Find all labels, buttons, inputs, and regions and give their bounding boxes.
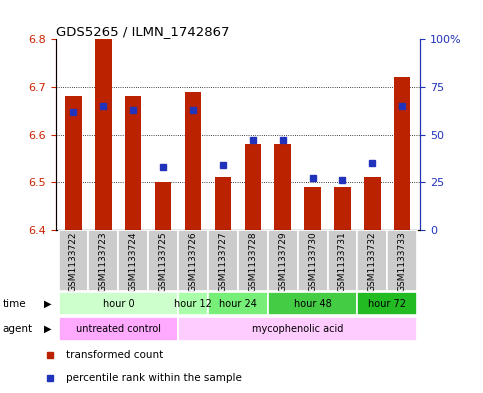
Bar <box>268 292 357 315</box>
Bar <box>88 230 118 291</box>
Bar <box>215 178 231 230</box>
Bar <box>118 230 148 291</box>
Bar <box>58 292 178 315</box>
Bar <box>58 230 88 291</box>
Text: GSM1133730: GSM1133730 <box>308 232 317 292</box>
Text: ▶: ▶ <box>43 324 51 334</box>
Text: hour 24: hour 24 <box>219 299 257 309</box>
Bar <box>58 318 178 341</box>
Text: GSM1133722: GSM1133722 <box>69 232 78 292</box>
Text: GSM1133733: GSM1133733 <box>398 232 407 292</box>
Text: untreated control: untreated control <box>76 324 161 334</box>
Text: GSM1133732: GSM1133732 <box>368 232 377 292</box>
Text: percentile rank within the sample: percentile rank within the sample <box>66 373 242 383</box>
Text: GDS5265 / ILMN_1742867: GDS5265 / ILMN_1742867 <box>56 25 229 38</box>
Bar <box>65 96 82 230</box>
Text: transformed count: transformed count <box>66 350 163 360</box>
Text: GSM1133726: GSM1133726 <box>188 232 198 292</box>
Bar <box>357 292 417 315</box>
Text: hour 72: hour 72 <box>369 299 406 309</box>
Text: hour 12: hour 12 <box>174 299 212 309</box>
Bar <box>298 230 327 291</box>
Text: GSM1133731: GSM1133731 <box>338 232 347 292</box>
Bar <box>185 92 201 230</box>
Bar <box>95 39 112 230</box>
Bar <box>334 187 351 230</box>
Bar <box>208 230 238 291</box>
Text: GSM1133728: GSM1133728 <box>248 232 257 292</box>
Bar <box>364 178 381 230</box>
Bar <box>394 77 411 230</box>
Text: hour 0: hour 0 <box>102 299 134 309</box>
Text: mycophenolic acid: mycophenolic acid <box>252 324 343 334</box>
Text: agent: agent <box>2 324 32 334</box>
Bar <box>178 318 417 341</box>
Text: hour 48: hour 48 <box>294 299 331 309</box>
Text: GSM1133723: GSM1133723 <box>99 232 108 292</box>
Bar <box>327 230 357 291</box>
Text: time: time <box>2 299 26 309</box>
Bar <box>387 230 417 291</box>
Text: GSM1133727: GSM1133727 <box>218 232 227 292</box>
Bar <box>155 182 171 230</box>
Bar <box>178 292 208 315</box>
Bar <box>125 96 142 230</box>
Bar <box>268 230 298 291</box>
Bar <box>244 144 261 230</box>
Text: GSM1133729: GSM1133729 <box>278 232 287 292</box>
Text: GSM1133725: GSM1133725 <box>158 232 168 292</box>
Bar <box>238 230 268 291</box>
Text: ▶: ▶ <box>43 299 51 309</box>
Bar <box>148 230 178 291</box>
Bar <box>178 230 208 291</box>
Bar <box>208 292 268 315</box>
Bar <box>274 144 291 230</box>
Bar <box>304 187 321 230</box>
Bar <box>357 230 387 291</box>
Text: GSM1133724: GSM1133724 <box>129 232 138 292</box>
